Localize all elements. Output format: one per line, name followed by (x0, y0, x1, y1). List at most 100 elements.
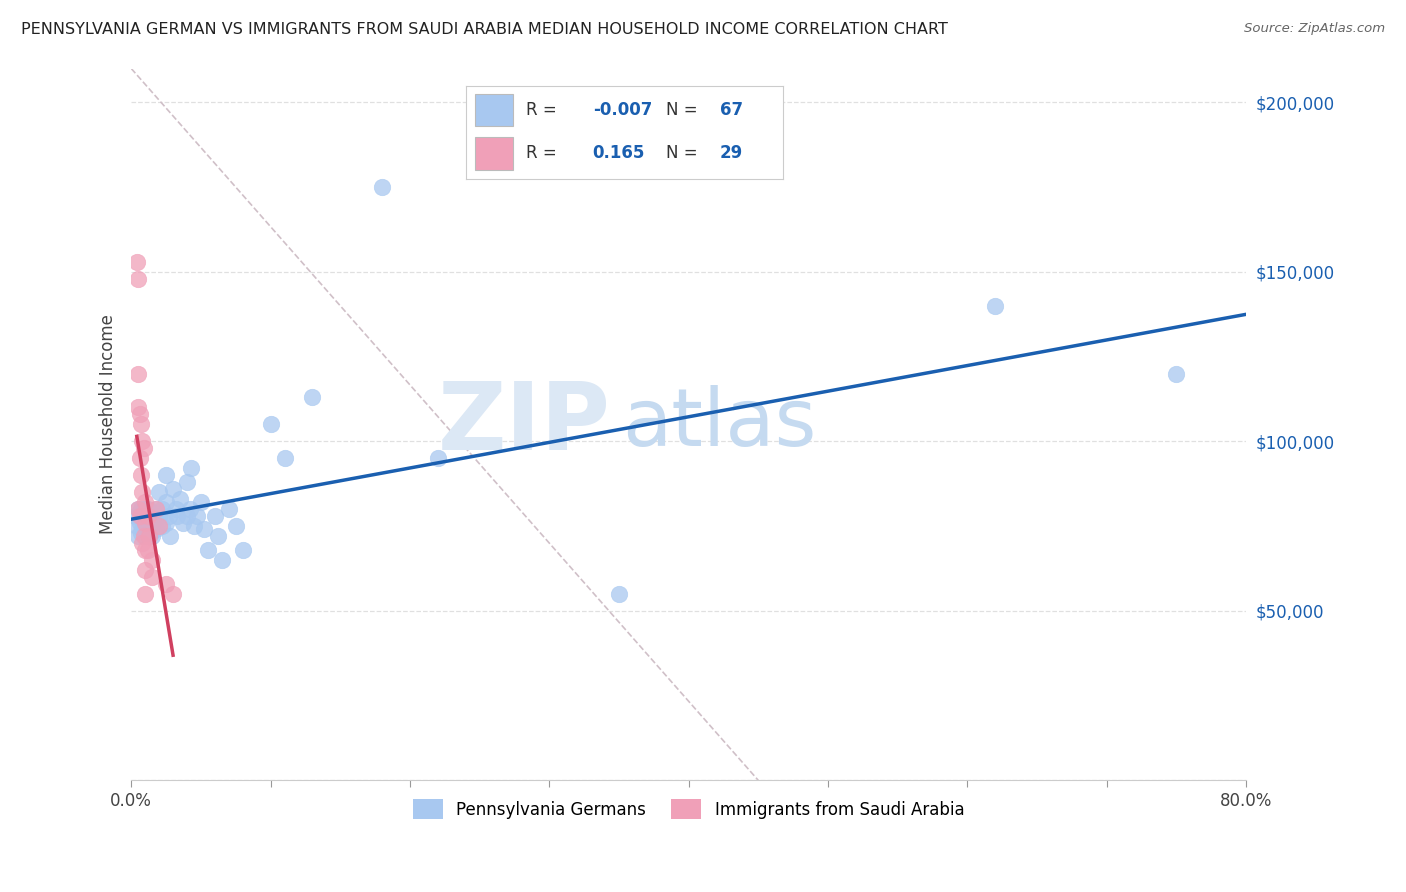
Point (129, 417, 152, 432)
Point (139, 525, 162, 540)
Y-axis label: Median Household Income: Median Household Income (100, 315, 117, 534)
Point (134, 508, 156, 523)
Point (134, 563, 156, 577)
Point (169, 491, 191, 506)
Point (145, 523, 167, 537)
Point (259, 417, 281, 432)
Point (132, 441, 155, 455)
Point (984, 299, 1007, 313)
Point (131, 506, 153, 520)
Point (128, 516, 150, 530)
Point (166, 508, 188, 523)
Point (132, 529, 155, 543)
Text: ZIP: ZIP (437, 378, 610, 470)
Point (157, 508, 180, 523)
Point (142, 506, 165, 520)
Point (129, 502, 152, 516)
Legend: Pennsylvania Germans, Immigrants from Saudi Arabia: Pennsylvania Germans, Immigrants from Sa… (406, 793, 970, 825)
Point (127, 529, 149, 543)
Point (143, 512, 166, 526)
Point (148, 508, 170, 523)
Point (155, 495, 177, 509)
Point (145, 502, 167, 516)
Point (193, 523, 215, 537)
Text: PENNSYLVANIA GERMAN VS IMMIGRANTS FROM SAUDI ARABIA MEDIAN HOUSEHOLD INCOME CORR: PENNSYLVANIA GERMAN VS IMMIGRANTS FROM S… (21, 22, 948, 37)
Text: Source: ZipAtlas.com: Source: ZipAtlas.com (1244, 22, 1385, 36)
Point (129, 525, 152, 540)
Point (1166, 367, 1188, 381)
Point (176, 475, 198, 489)
Point (180, 461, 202, 475)
Point (129, 468, 152, 483)
Point (148, 519, 170, 533)
Point (125, 254, 148, 268)
Point (218, 502, 240, 516)
Point (134, 523, 156, 537)
Point (165, 502, 187, 516)
Point (131, 485, 153, 500)
Point (225, 519, 247, 533)
Point (136, 502, 159, 516)
Point (134, 495, 156, 509)
Point (134, 516, 156, 530)
Point (127, 401, 149, 415)
Point (155, 468, 177, 483)
Point (132, 512, 155, 526)
Point (131, 523, 153, 537)
Point (127, 502, 149, 516)
Point (273, 451, 295, 466)
Text: atlas: atlas (621, 385, 815, 464)
Point (134, 512, 156, 526)
Point (136, 508, 159, 523)
Point (183, 519, 205, 533)
Point (141, 519, 163, 533)
Point (141, 570, 163, 584)
Point (162, 482, 184, 496)
Point (176, 508, 198, 523)
Point (134, 525, 156, 540)
Point (131, 434, 153, 449)
Point (127, 271, 149, 285)
Point (138, 516, 160, 530)
Point (141, 508, 163, 523)
Point (172, 516, 194, 530)
Point (127, 502, 149, 516)
Point (136, 542, 159, 557)
Point (150, 502, 173, 516)
Point (186, 508, 208, 523)
Point (190, 495, 212, 509)
Point (128, 407, 150, 421)
Point (204, 508, 226, 523)
Point (155, 516, 177, 530)
Point (134, 502, 156, 516)
Point (141, 529, 163, 543)
Point (155, 576, 177, 591)
Point (134, 516, 156, 530)
Point (159, 529, 181, 543)
Point (124, 508, 146, 523)
Point (131, 536, 153, 550)
Point (125, 519, 148, 533)
Point (301, 390, 323, 404)
Point (134, 506, 156, 520)
Point (134, 529, 156, 543)
Point (128, 508, 150, 523)
Point (162, 587, 184, 601)
Point (134, 519, 156, 533)
Point (371, 180, 394, 194)
Point (179, 502, 201, 516)
Point (138, 529, 160, 543)
Point (141, 553, 163, 567)
Point (128, 451, 150, 466)
Point (134, 587, 156, 601)
Point (148, 485, 170, 500)
Point (232, 542, 254, 557)
Point (426, 451, 449, 466)
Point (145, 502, 167, 516)
Point (150, 519, 173, 533)
Point (211, 553, 233, 567)
Point (607, 587, 630, 601)
Point (207, 529, 229, 543)
Point (127, 367, 149, 381)
Point (134, 542, 156, 557)
